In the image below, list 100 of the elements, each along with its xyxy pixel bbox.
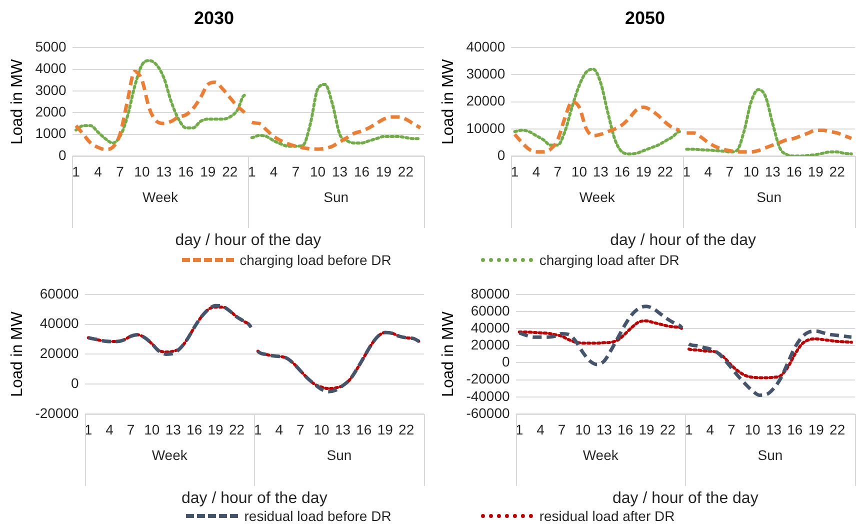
x-tick-label: 16 (787, 421, 803, 438)
x-axis-title: day / hour of the day (175, 232, 322, 249)
x-tick-label: 10 (134, 163, 150, 180)
x-tick-label: 19 (376, 163, 392, 180)
x-tick-label: 13 (764, 163, 781, 180)
x-tick-label: 22 (398, 163, 414, 180)
y-tick-label: 60000 (470, 302, 510, 318)
x-tick-label: 10 (571, 163, 588, 180)
x-tick-label: 19 (808, 421, 824, 438)
y-tick-label: 40000 (470, 319, 510, 336)
y-tick-label: -20000 (466, 370, 510, 387)
x-tick-label: 19 (200, 163, 216, 180)
x-tick-label: 7 (296, 421, 304, 438)
y-tick-label: 3000 (35, 82, 67, 98)
x-tick-label: 4 (532, 163, 540, 180)
x-tick-label: 16 (786, 163, 802, 180)
y-tick-label: 40000 (466, 38, 506, 54)
x-tick-label: 4 (106, 421, 114, 438)
y-tick-label: 20000 (470, 336, 510, 353)
y-tick-label: 0 (58, 146, 67, 163)
y-tick-label: 0 (70, 374, 79, 391)
x-tick-label: 7 (126, 421, 135, 438)
x-tick-label: 7 (727, 421, 736, 438)
x-tick-label: 13 (592, 163, 609, 180)
x-tick-label: 1 (682, 163, 691, 180)
x-tick-label: 4 (275, 421, 284, 438)
legend-label: residual load before DR (244, 508, 392, 524)
y-tick-label: 4000 (35, 60, 67, 76)
x-tick-label: 22 (660, 421, 676, 438)
chart-title: 2050 (624, 8, 666, 28)
x-axis-title: day / hour of the day (181, 490, 328, 507)
x-tick-label: 7 (726, 163, 734, 180)
x-tick-label: 7 (558, 421, 566, 438)
x-tick-label: 22 (829, 163, 846, 180)
y-tick-label: 1000 (35, 125, 67, 142)
x-tick-label: 10 (144, 421, 160, 438)
y-tick-label: -40000 (466, 388, 510, 404)
x-tick-label: 1 (510, 163, 519, 180)
x-tick-label: 1 (685, 421, 694, 438)
y-tick-label: -20000 (35, 404, 80, 421)
x-axis-title: day / hour of the day (610, 232, 756, 249)
text: Week (152, 446, 188, 463)
y-tick-label: 20000 (466, 92, 506, 109)
y-axis-title: Load in MW (440, 310, 458, 397)
x-tick-label: 19 (636, 163, 652, 180)
text: Sun (756, 188, 782, 205)
x-tick-label: 22 (657, 163, 674, 180)
x-tick-label: 13 (334, 421, 351, 438)
y-axis-title: Load in MW (440, 58, 458, 144)
y-tick-label: 20000 (40, 345, 79, 362)
x-tick-label: 22 (830, 421, 846, 438)
x-tick-label: 22 (398, 421, 414, 438)
text: Week (142, 188, 180, 205)
y-tick-label: 0 (497, 146, 506, 163)
x-tick-label: 16 (178, 163, 194, 180)
x-tick-label: 13 (332, 163, 348, 180)
x-tick-label: 19 (377, 421, 394, 438)
legend-label: charging load after DR (539, 252, 680, 268)
text: Sun (758, 446, 783, 463)
x-tick-label: 16 (186, 421, 202, 438)
x-tick-label: 16 (354, 163, 370, 180)
text: Week (579, 188, 616, 205)
x-tick-label: 22 (222, 163, 238, 180)
text: Week (582, 446, 620, 463)
text: Sun (326, 446, 352, 463)
x-tick-label: 4 (706, 421, 714, 438)
x-tick-label: 19 (808, 163, 824, 180)
y-tick-label: -60000 (466, 404, 510, 421)
chart-title: 2030 (194, 8, 234, 28)
x-tick-label: 10 (310, 163, 326, 180)
x-tick-label: 7 (116, 163, 124, 180)
x-tick-label: 10 (575, 421, 591, 438)
y-tick-label: 30000 (466, 66, 506, 82)
x-tick-label: 4 (704, 163, 712, 180)
x-tick-label: 10 (743, 163, 760, 180)
x-tick-label: 22 (228, 421, 245, 438)
x-tick-label: 4 (94, 163, 102, 180)
y-tick-label: 0 (502, 354, 510, 370)
legend-label: charging load before DR (240, 252, 392, 268)
y-axis-title: Load in MW (9, 58, 26, 144)
x-tick-label: 16 (618, 421, 634, 438)
x-tick-label: 13 (156, 163, 172, 180)
x-tick-label: 1 (248, 163, 256, 180)
x-tick-label: 19 (638, 421, 655, 438)
x-tick-label: 13 (766, 421, 782, 438)
x-tick-label: 13 (596, 421, 612, 438)
x-tick-label: 4 (536, 421, 545, 438)
text: Sun (324, 188, 349, 205)
y-tick-label: 40000 (40, 315, 79, 332)
y-tick-label: 2000 (35, 104, 67, 120)
x-tick-label: 19 (208, 421, 224, 438)
x-tick-label: 10 (314, 421, 330, 438)
x-tick-label: 1 (72, 163, 80, 180)
x-tick-label: 16 (356, 421, 372, 438)
x-tick-label: 13 (165, 421, 182, 438)
x-tick-label: 10 (744, 421, 761, 438)
x-axis-title: day / hour of the day (612, 490, 758, 507)
y-axis-title: Load in MW (9, 310, 26, 397)
x-tick-label: 16 (614, 163, 630, 180)
y-tick-label: 10000 (466, 120, 506, 136)
